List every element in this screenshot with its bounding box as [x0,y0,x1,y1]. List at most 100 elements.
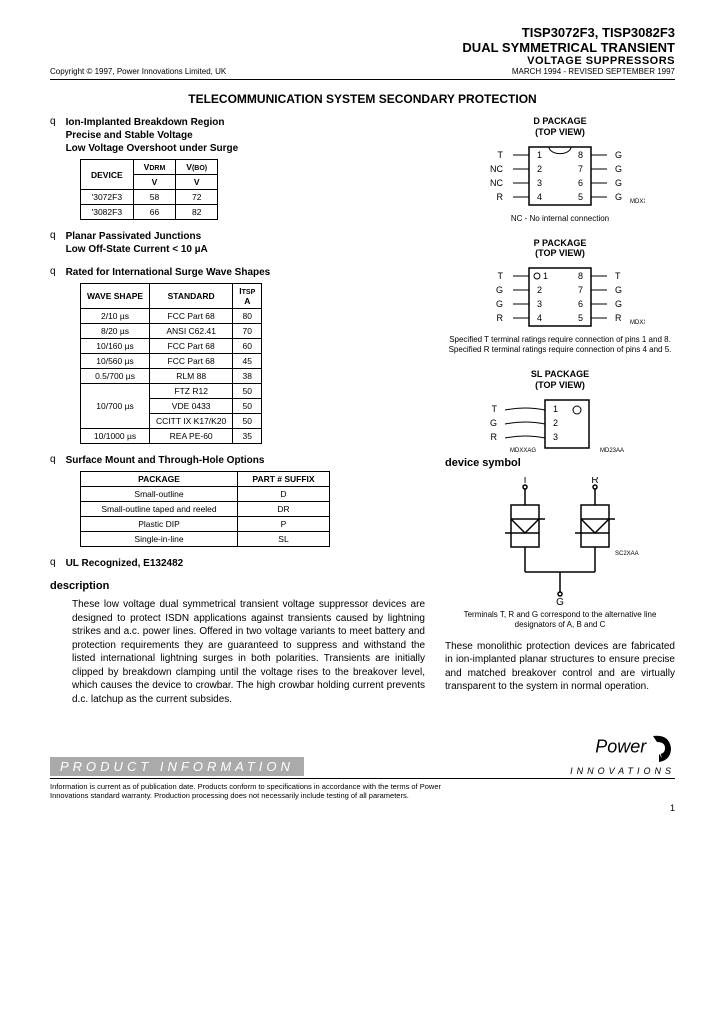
td: FTZ R12 [150,384,233,399]
revision: MARCH 1994 - REVISED SEPTEMBER 1997 [462,67,675,76]
description-head: description [50,580,425,592]
td: VDE 0433 [150,399,233,414]
svg-text:4: 4 [537,192,542,202]
th-suffix: PART # SUFFIX [238,472,330,487]
svg-text:MDXXAG: MDXXAG [510,448,536,454]
bullet-icon: q [50,557,56,568]
wave-table: WAVE SHAPE STANDARD ITSPA 2/10 µsFCC Par… [80,283,262,444]
svg-text:NC: NC [490,164,503,174]
brand-sub: INNOVATIONS [570,766,675,776]
td: REA PE-60 [150,429,233,444]
svg-text:7: 7 [578,285,583,295]
d-package-diagram: T1 NC2 NC3 R4 8G 7G 6G 5G MDXXAE [475,141,645,211]
feature-4: q Surface Mount and Through-Hole Options… [50,454,425,547]
header: Copyright © 1997, Power Innovations Limi… [50,25,675,80]
svg-text:G: G [615,285,622,295]
td: '3072F3 [81,190,134,205]
td: 10/1000 µs [81,429,150,444]
main-title: TELECOMMUNICATION SYSTEM SECONDARY PROTE… [50,92,675,106]
svg-text:T: T [522,477,528,486]
svg-text:MDXXAF: MDXXAF [630,320,645,326]
right-column: D PACKAGE(TOP VIEW) T1 NC2 NC3 R4 8G 7G … [445,116,675,706]
td: Single-in-line [81,532,238,547]
device-table: DEVICE VDRM V(BO) VV '3072F35872 '3082F3… [80,159,218,220]
td: 45 [233,354,262,369]
th-pkg: PACKAGE [81,472,238,487]
td: ANSI C62.41 [150,324,233,339]
sl-package-diagram: T1 G2 R3 MDXXAG MD23AA [475,394,645,454]
svg-text:G: G [615,164,622,174]
right-paragraph: These monolithic protection devices are … [445,640,675,694]
svg-text:R: R [497,313,504,323]
th-std: STANDARD [150,284,233,309]
td: 80 [233,309,262,324]
th-vdrm: VDRM [133,160,176,175]
svg-text:G: G [556,597,564,607]
svg-text:6: 6 [578,178,583,188]
td: 10/160 µs [81,339,150,354]
svg-text:G: G [615,150,622,160]
td: 72 [176,190,218,205]
svg-text:1: 1 [537,150,542,160]
svg-text:MD23AA: MD23AA [600,448,624,454]
td: 10/560 µs [81,354,150,369]
td: Plastic DIP [81,517,238,532]
copyright: Copyright © 1997, Power Innovations Limi… [50,67,226,76]
svg-text:8: 8 [578,271,583,281]
td: 50 [233,414,262,429]
td: CCITT IX K17/K20 [150,414,233,429]
bullet-icon: q [50,266,56,277]
svg-text:R: R [497,192,504,202]
th-v1: V [133,175,176,190]
brand-logo-icon [649,734,675,766]
td: Small-outline [81,487,238,502]
td: SL [238,532,330,547]
th-device: DEVICE [81,160,134,190]
page-number: 1 [50,803,675,813]
td: D [238,487,330,502]
svg-text:T: T [498,150,504,160]
td: 50 [233,384,262,399]
svg-text:G: G [490,418,497,428]
td: 35 [233,429,262,444]
svg-text:R: R [591,477,598,486]
svg-text:T: T [498,271,504,281]
device-symbol-note: Terminals T, R and G correspond to the a… [445,610,675,630]
device-symbol-diagram: T R G SC2XAA [475,477,645,607]
device-symbol-head: device symbol [445,457,675,469]
bullet-icon: q [50,116,56,127]
svg-text:2: 2 [537,285,542,295]
td: FCC Part 68 [150,339,233,354]
feature-2-l2: Low Off-State Current < 10 µA [66,243,208,256]
td: 38 [233,369,262,384]
feature-1: q Ion-Implanted Breakdown Region Precise… [50,116,425,220]
product-line2: VOLTAGE SUPPRESSORS [462,55,675,67]
svg-text:T: T [492,404,498,414]
td: 66 [133,205,176,220]
svg-text:NC: NC [490,178,503,188]
feature-1-l3: Low Voltage Overshoot under Surge [66,142,239,155]
left-column: q Ion-Implanted Breakdown Region Precise… [50,116,425,706]
svg-text:G: G [496,299,503,309]
footer-brand: Power INNOVATIONS [570,734,675,776]
td: 70 [233,324,262,339]
product-info-label: PRODUCT INFORMATION [50,757,304,776]
svg-text:G: G [496,285,503,295]
th-wave: WAVE SHAPE [81,284,150,309]
feature-2: q Planar Passivated Junctions Low Off-St… [50,230,425,256]
svg-text:G: G [615,192,622,202]
td: FCC Part 68 [150,354,233,369]
svg-text:1: 1 [543,271,548,281]
feature-2-l1: Planar Passivated Junctions [66,230,208,243]
svg-text:MDXXAE: MDXXAE [630,199,645,205]
bullet-icon: q [50,230,56,241]
td: 8/20 µs [81,324,150,339]
td: DR [238,502,330,517]
svg-text:3: 3 [537,178,542,188]
feature-5: q UL Recognized, E132482 [50,557,425,570]
footer: PRODUCT INFORMATION Power INNOVATIONS [50,734,675,779]
description-body: These low voltage dual symmetrical trans… [72,598,425,706]
svg-text:G: G [615,299,622,309]
td: 60 [233,339,262,354]
td: 82 [176,205,218,220]
